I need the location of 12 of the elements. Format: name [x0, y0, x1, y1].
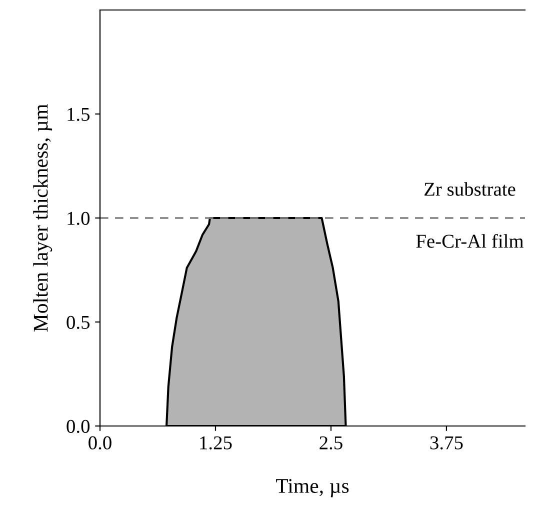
y-tick-label: 1.5 [68, 108, 90, 122]
y-tick-label: 0.5 [66, 316, 90, 330]
y-axis-title: Molten layer thickness, µm [33, 104, 52, 332]
x-tick-label: 1.25 [200, 436, 232, 450]
y-tick-label: 1.0 [68, 212, 90, 226]
x-tick-label: 3.75 [430, 436, 463, 450]
y-tick-label: 0.0 [66, 420, 90, 434]
x-tick-label: 2.5 [320, 436, 342, 450]
x-axis-title: Time, µs [276, 479, 349, 498]
annotation: Zr substrate [424, 182, 516, 196]
x-tick-label: 0.0 [88, 436, 112, 450]
annotation: Fe-Cr-Al film [416, 234, 524, 248]
